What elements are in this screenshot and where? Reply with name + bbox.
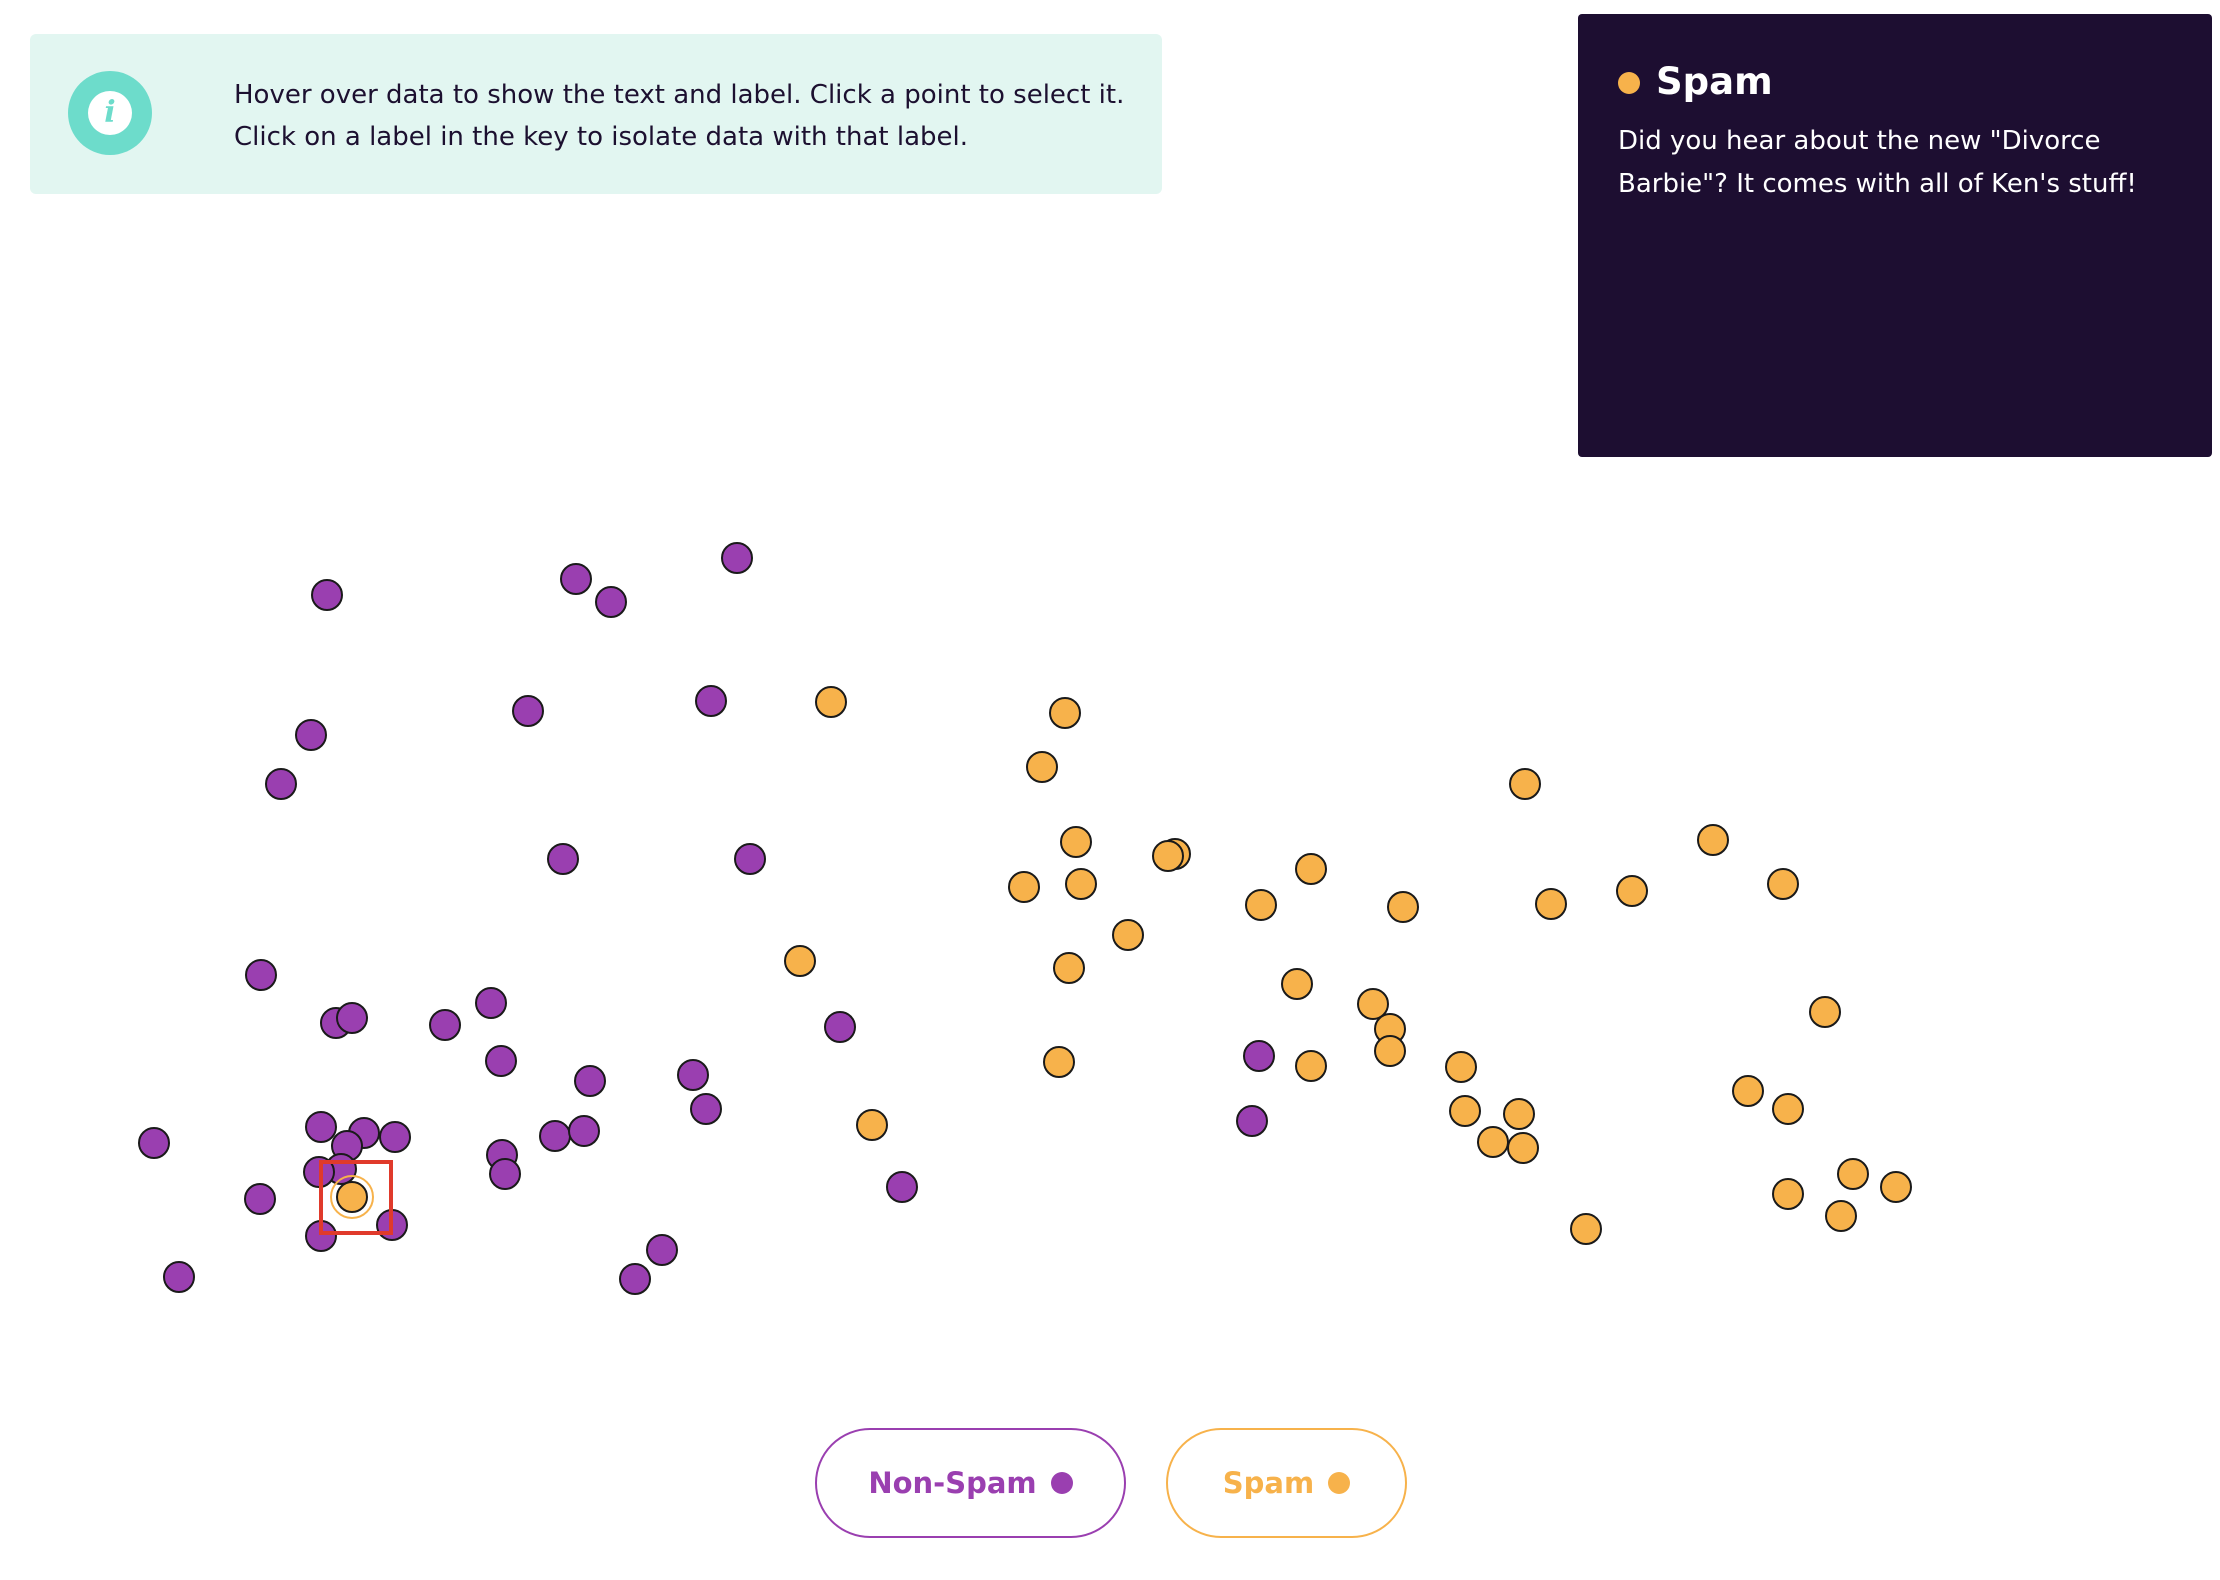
- point-spam-23[interactable]: [1616, 875, 1648, 907]
- point-spam-35[interactable]: [1837, 1158, 1869, 1190]
- point-non-spam-8[interactable]: [547, 843, 579, 875]
- point-spam-22[interactable]: [1535, 888, 1567, 920]
- point-spam-17[interactable]: [1374, 1035, 1406, 1067]
- point-spam-8[interactable]: [1112, 919, 1144, 951]
- point-non-spam-37[interactable]: [886, 1171, 918, 1203]
- point-spam-25[interactable]: [1767, 868, 1799, 900]
- info-icon: i: [68, 71, 152, 155]
- point-non-spam-16[interactable]: [574, 1065, 606, 1097]
- point-spam-15[interactable]: [1357, 988, 1389, 1020]
- point-spam-26[interactable]: [1809, 996, 1841, 1028]
- point-spam-13[interactable]: [1387, 891, 1419, 923]
- legend-nonspam-dot: [1050, 1472, 1073, 1494]
- point-non-spam-10[interactable]: [245, 959, 277, 991]
- point-non-spam-1[interactable]: [560, 563, 592, 595]
- point-non-spam-35[interactable]: [646, 1234, 678, 1266]
- point-spam-30[interactable]: [1477, 1126, 1509, 1158]
- point-spam-27[interactable]: [1445, 1051, 1477, 1083]
- point-spam-19[interactable]: [1043, 1046, 1075, 1078]
- point-non-spam-17[interactable]: [677, 1059, 709, 1091]
- point-spam-38[interactable]: [1825, 1200, 1857, 1232]
- point-spam-0[interactable]: [815, 686, 847, 718]
- point-spam-37[interactable]: [1772, 1178, 1804, 1210]
- point-non-spam-30[interactable]: [568, 1115, 600, 1147]
- point-non-spam-15[interactable]: [485, 1045, 517, 1077]
- point-spam-31[interactable]: [1507, 1132, 1539, 1164]
- point-spam-32[interactable]: [1570, 1213, 1602, 1245]
- info-line-1: Hover over data to show the text and lab…: [234, 80, 1125, 110]
- legend-spam-button[interactable]: Spam: [1166, 1428, 1407, 1538]
- point-non-spam-7[interactable]: [265, 768, 297, 800]
- point-non-spam-19[interactable]: [824, 1011, 856, 1043]
- point-spam-20[interactable]: [856, 1109, 888, 1141]
- point-spam-14[interactable]: [1281, 968, 1313, 1000]
- detail-label: Spam: [1656, 60, 1773, 103]
- point-non-spam-34[interactable]: [163, 1261, 195, 1293]
- point-non-spam-3[interactable]: [721, 542, 753, 574]
- detail-label-dot: [1618, 72, 1640, 94]
- point-non-spam-2[interactable]: [595, 586, 627, 618]
- point-non-spam-9[interactable]: [734, 843, 766, 875]
- point-spam-4[interactable]: [1065, 868, 1097, 900]
- selected-point-halo: [330, 1175, 374, 1219]
- point-spam-3[interactable]: [1060, 826, 1092, 858]
- point-spam-39[interactable]: [336, 1181, 368, 1213]
- point-non-spam-13[interactable]: [429, 1009, 461, 1041]
- point-non-spam-18[interactable]: [690, 1093, 722, 1125]
- point-spam-7[interactable]: [1152, 840, 1184, 872]
- point-spam-36[interactable]: [1880, 1171, 1912, 1203]
- legend-nonspam-label: Non-Spam: [868, 1466, 1037, 1500]
- point-spam-28[interactable]: [1449, 1095, 1481, 1127]
- info-text: Hover over data to show the text and lab…: [234, 74, 1134, 158]
- selection-box: [319, 1160, 393, 1235]
- selected-point-panel: Spam Did you hear about the new "Divorce…: [1578, 14, 2212, 457]
- point-spam-9[interactable]: [1053, 952, 1085, 984]
- point-non-spam-5[interactable]: [512, 695, 544, 727]
- point-non-spam-14[interactable]: [475, 987, 507, 1019]
- legend-spam-dot: [1328, 1472, 1351, 1494]
- point-spam-21[interactable]: [1509, 768, 1541, 800]
- info-icon-glyph: i: [88, 91, 132, 135]
- point-non-spam-38[interactable]: [1243, 1040, 1275, 1072]
- point-spam-5[interactable]: [1008, 871, 1040, 903]
- legend-spam-label: Spam: [1222, 1466, 1315, 1500]
- point-non-spam-6[interactable]: [695, 685, 727, 717]
- info-line-2: Click on a label in the key to isolate d…: [234, 122, 969, 152]
- point-non-spam-29[interactable]: [539, 1120, 571, 1152]
- point-spam-12[interactable]: [1245, 889, 1277, 921]
- info-banner: i Hover over data to show the text and l…: [30, 34, 1162, 194]
- point-spam-1[interactable]: [1049, 697, 1081, 729]
- point-non-spam-12[interactable]: [336, 1002, 368, 1034]
- point-spam-2[interactable]: [1026, 751, 1058, 783]
- point-non-spam-4[interactable]: [295, 719, 327, 751]
- point-non-spam-21[interactable]: [305, 1111, 337, 1143]
- detail-text: Did you hear about the new "Divorce Barb…: [1618, 126, 2137, 199]
- point-non-spam-0[interactable]: [311, 579, 343, 611]
- point-non-spam-39[interactable]: [1236, 1105, 1268, 1137]
- point-spam-18[interactable]: [1295, 1050, 1327, 1082]
- point-non-spam-28[interactable]: [489, 1158, 521, 1190]
- point-spam-24[interactable]: [1697, 824, 1729, 856]
- point-non-spam-23[interactable]: [379, 1121, 411, 1153]
- point-spam-29[interactable]: [1503, 1098, 1535, 1130]
- point-spam-11[interactable]: [1295, 853, 1327, 885]
- legend-nonspam-button[interactable]: Non-Spam: [815, 1428, 1126, 1538]
- point-spam-34[interactable]: [1772, 1093, 1804, 1125]
- point-spam-10[interactable]: [784, 945, 816, 977]
- point-spam-33[interactable]: [1732, 1075, 1764, 1107]
- point-non-spam-31[interactable]: [244, 1183, 276, 1215]
- point-non-spam-36[interactable]: [619, 1263, 651, 1295]
- point-non-spam-20[interactable]: [138, 1127, 170, 1159]
